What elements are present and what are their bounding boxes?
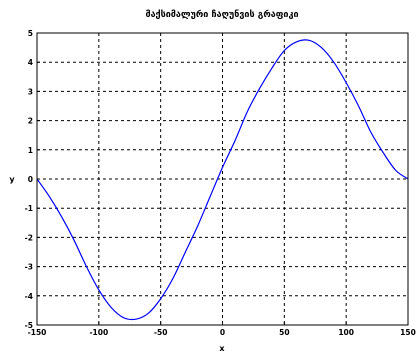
x-tick-label: 50 xyxy=(279,328,289,337)
y-tick-label: 3 xyxy=(28,87,33,96)
series-line-0 xyxy=(36,39,409,321)
grid xyxy=(37,33,408,325)
x-tick-label: -100 xyxy=(89,328,108,337)
y-tick-label: -4 xyxy=(25,292,33,301)
y-axis-label: y xyxy=(9,175,15,184)
y-axis: 5 4 3 2 1 0 -1 -2 -3 -4 -5 xyxy=(25,29,40,330)
y-tick-label: -2 xyxy=(25,233,33,242)
y-tick-label: 5 xyxy=(28,29,33,38)
y-tick-label: 2 xyxy=(28,117,33,126)
x-tick-label: 150 xyxy=(400,328,416,337)
y-tick-label: -5 xyxy=(25,321,33,330)
x-tick-label: -150 xyxy=(28,328,47,337)
y-tick-label: -1 xyxy=(25,204,33,213)
x-tick-label: 100 xyxy=(338,328,354,337)
x-axis-label: x xyxy=(219,344,225,353)
y-tick-label: 0 xyxy=(28,175,33,184)
y-tick-label: 1 xyxy=(28,146,33,155)
chart-title: მაქსიმალური ჩაღუნვის გრაფიკი xyxy=(145,9,298,20)
series-layer xyxy=(36,39,409,321)
x-axis: -150 -100 -50 0 50 100 150 xyxy=(28,322,416,337)
y-tick-label: 4 xyxy=(28,58,33,67)
y-tick-label: -3 xyxy=(25,263,33,272)
x-tick-label: 0 xyxy=(220,328,225,337)
x-tick-label: -50 xyxy=(154,328,168,337)
